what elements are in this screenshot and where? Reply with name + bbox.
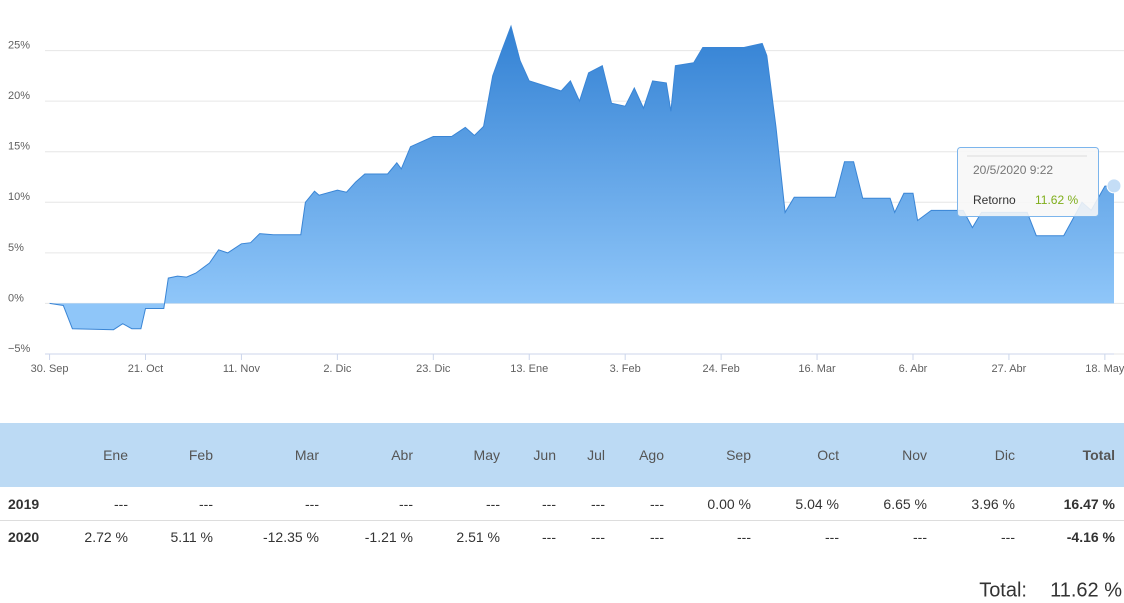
column-header: May [473,447,500,463]
x-tick-label: 6. Abr [899,363,928,375]
table-cell: 2.72 % [84,529,128,545]
y-tick-label: 0% [8,292,24,304]
table-cell: --- [591,529,605,545]
y-tick-label: 10% [8,191,30,203]
x-tick-label: 23. Dic [416,363,451,375]
y-tick-label: 20% [8,90,30,102]
x-tick-label: 3. Feb [610,363,641,375]
line [49,24,1115,331]
x-tick-label: 16. Mar [798,363,836,375]
column-header: Ene [103,447,128,463]
table-cell: -12.35 % [262,529,319,545]
table-header: Ene Feb Mar Abr May Jun Jul Ago Sep Oct Nov Dic Tota… [0,423,1124,487]
table-cell: --- [305,496,319,512]
column-header: Jun [533,447,556,463]
column-header: Mar [294,447,319,463]
returns-table: Ene Feb Mar Abr May Jun Jul Ago Sep Oct Nov Dic Tota… [0,423,1124,600]
tooltip-value: 11.62 % [1035,193,1078,207]
table-cell: --- [486,496,500,512]
summary-value: 11.62 % [1050,579,1122,602]
table-cell: --- [542,496,556,512]
column-header: Abr [391,447,413,463]
row-label: 2020 [8,529,40,545]
column-header: Dic [994,447,1015,463]
column-header: Feb [188,447,213,463]
tooltip-series: Retorno [973,193,1016,207]
table-cell: --- [114,496,128,512]
x-tick-label: 27. Abr [991,363,1026,375]
x-tick-label: 24. Feb [702,363,739,375]
summary-label: Total: [979,579,1027,602]
x-tick-label: 11. Nov [223,363,261,375]
x-tick-label: 2. Dic [323,363,352,375]
x-tick-label: 21. Oct [128,363,163,375]
column-header: Ago [639,447,664,463]
table-cell: --- [399,496,413,512]
table-cell: --- [825,529,839,545]
column-header: Sep [726,447,751,463]
tooltip-title: 20/5/2020 9:22 [973,163,1053,177]
table-cell: 0.00 % [707,496,751,512]
y-tick-label: 25% [8,39,30,51]
table-cell: -1.21 % [364,529,413,545]
chart: −5% 0% 5% 10% 15% 20% 25% 30. Sep 21. Oct 11. Nov… [8,24,1124,375]
table-cell: 2.51 % [456,529,500,545]
table-cell: 3.96 % [971,496,1015,512]
table-cell: --- [650,529,664,545]
y-tick-label: 5% [8,242,24,254]
x-tick-label: 18. May [1085,363,1124,375]
table-cell: 6.65 % [883,496,927,512]
row-label: 2019 [8,496,40,512]
column-header: Jul [587,447,605,463]
tooltip-box [957,147,1099,217]
table-cell: --- [199,496,213,512]
x-tick-label: 30. Sep [31,363,69,375]
x-tick-label: 13. Ene [510,363,548,375]
column-header: Total [1082,447,1115,463]
table-cell: --- [591,496,605,512]
row-separator [0,520,1124,521]
y-tick-label: −5% [8,343,31,355]
table-cell: --- [913,529,927,545]
table-cell: --- [737,529,751,545]
table-cell: 16.47 % [1063,496,1115,512]
table-cell: -4.16 % [1066,529,1115,545]
table-cell: --- [542,529,556,545]
table-cell: 5.11 % [170,529,213,545]
table-cell: 5.04 % [795,496,839,512]
area [49,26,1115,330]
hover-marker [1106,178,1122,194]
column-header: Oct [817,447,839,463]
table-cell: --- [650,496,664,512]
table-cell: --- [1001,529,1015,545]
column-header: Nov [902,447,927,463]
y-tick-label: 15% [8,141,30,153]
